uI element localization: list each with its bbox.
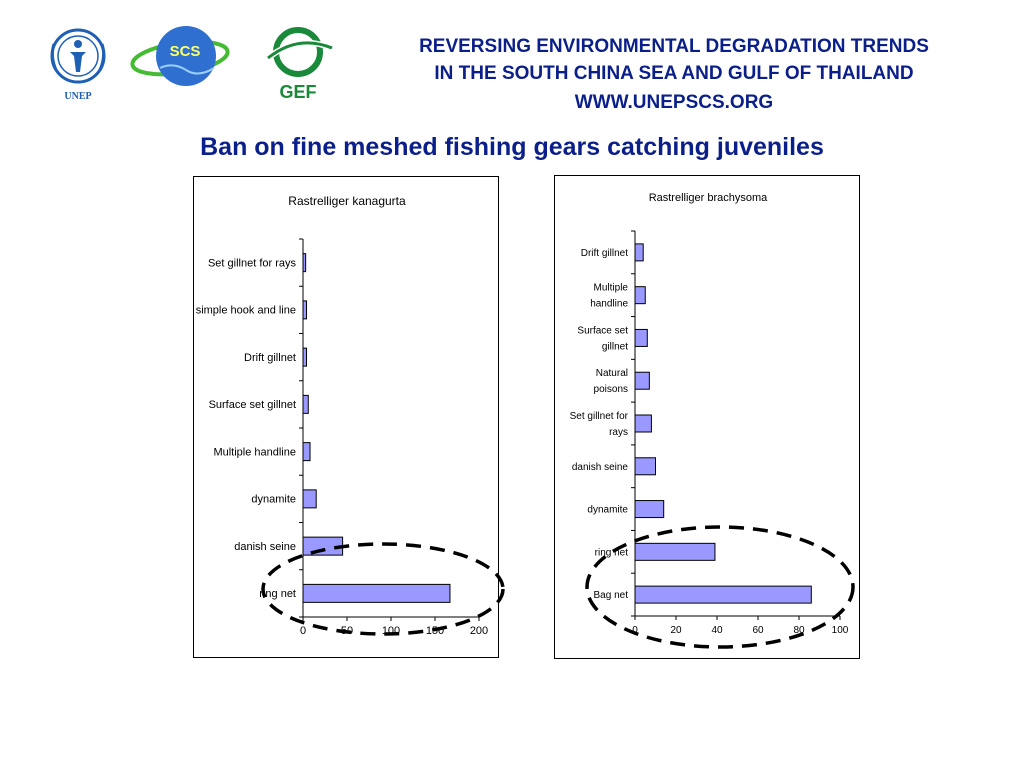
x-tick-label: 100 <box>832 625 849 636</box>
chart-brachysoma: Rastrelliger brachysoma Drift gillnet Mul… <box>554 175 860 659</box>
chart-kanagurta-svg: Rastrelliger kanagurta Set gillnet for r… <box>196 194 488 637</box>
bar <box>634 328 648 347</box>
category-label: simple hook and line <box>196 305 296 317</box>
category-label: Set gillnet for rays <box>208 257 297 269</box>
category-label: ring net <box>259 588 296 600</box>
category-label: danish seine <box>572 462 629 473</box>
header-url[interactable]: WWW.UNEPSCS.ORG <box>574 92 774 113</box>
bar <box>302 394 309 414</box>
chart-title: Rastrelliger brachysoma <box>649 192 768 204</box>
category-label: Set gillnet for <box>570 411 629 422</box>
bar <box>302 347 308 367</box>
chart-brachysoma-svg: Rastrelliger brachysoma Drift gillnet Mul… <box>570 192 849 636</box>
scs-logo-text: SCS <box>170 43 201 60</box>
header-line-1: REVERSING ENVIRONMENTAL DEGRADATION TREN… <box>419 36 929 57</box>
x-tick-label: 0 <box>632 625 638 636</box>
x-tick-label: 0 <box>300 625 306 637</box>
bar <box>634 457 656 476</box>
x-tick-label: 20 <box>670 625 682 636</box>
slide-title: Ban on fine meshed fishing gears catchin… <box>200 133 824 161</box>
bar <box>302 253 307 273</box>
category-label: dynamite <box>587 505 628 516</box>
bar <box>302 583 451 603</box>
category-label: ring net <box>595 547 629 558</box>
category-label: Surface set <box>577 325 628 336</box>
category-label: Natural <box>596 368 628 379</box>
category-label: dynamite <box>251 494 296 506</box>
header-line-2: IN THE SOUTH CHINA SEA AND GULF OF THAIL… <box>434 63 914 84</box>
highlight-ellipse-brachysoma <box>585 525 855 649</box>
bar <box>634 542 716 561</box>
category-label: Multiple handline <box>213 446 296 458</box>
highlight-ellipse-kanagurta <box>261 542 505 636</box>
x-tick-label: 40 <box>711 625 723 636</box>
bar <box>302 300 308 320</box>
category-label: Bag net <box>594 590 629 601</box>
gef-logo: GEF <box>256 18 340 102</box>
chart-kanagurta: Rastrelliger kanagurta Set gillnet for r… <box>193 176 499 658</box>
category-label: Surface set gillnet <box>209 399 296 411</box>
unep-logo: UNEP <box>40 22 116 102</box>
category-label: handline <box>590 299 628 310</box>
category-label: poisons <box>594 384 628 395</box>
chart-title: Rastrelliger kanagurta <box>288 194 406 208</box>
bar <box>634 500 665 519</box>
x-tick-label: 60 <box>752 625 764 636</box>
unep-logo-text: UNEP <box>64 91 91 102</box>
category-label: rays <box>609 427 628 438</box>
bar <box>302 489 317 509</box>
bar <box>302 442 311 462</box>
scs-logo: SCS <box>128 24 236 96</box>
category-label: gillnet <box>602 341 628 352</box>
x-tick-label: 200 <box>470 625 488 637</box>
bar <box>634 585 812 604</box>
category-label: Drift gillnet <box>581 248 628 259</box>
bar <box>634 371 650 390</box>
bar <box>634 286 646 305</box>
category-label: Multiple <box>594 283 629 294</box>
gef-logo-text: GEF <box>279 82 316 102</box>
bar <box>634 414 652 433</box>
bar <box>634 243 644 262</box>
x-tick-label: 80 <box>793 625 805 636</box>
category-label: Drift gillnet <box>244 352 296 364</box>
category-label: danish seine <box>234 541 296 553</box>
